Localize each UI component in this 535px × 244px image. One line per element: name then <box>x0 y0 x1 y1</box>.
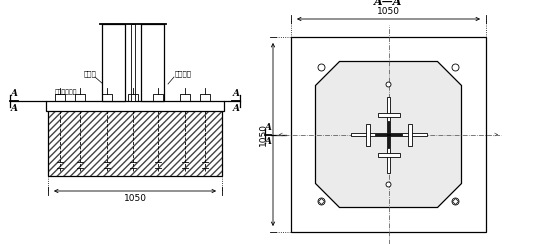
Polygon shape <box>453 199 458 204</box>
Circle shape <box>318 64 325 71</box>
Text: 1050: 1050 <box>377 7 400 16</box>
Text: 1050: 1050 <box>124 194 147 203</box>
Text: A: A <box>11 89 18 98</box>
Bar <box>408 123 411 145</box>
Circle shape <box>386 82 391 87</box>
Text: A: A <box>264 138 271 146</box>
Bar <box>49 106 221 175</box>
Text: 1050: 1050 <box>259 123 268 146</box>
Bar <box>141 24 164 101</box>
Circle shape <box>318 198 325 205</box>
Text: 柱三板: 柱三板 <box>83 70 96 77</box>
Bar <box>46 101 224 111</box>
Bar <box>378 152 400 156</box>
Text: A: A <box>264 122 271 132</box>
Polygon shape <box>316 61 462 207</box>
Bar <box>131 24 135 101</box>
Text: A: A <box>11 104 18 113</box>
Text: A—A: A—A <box>374 0 403 7</box>
Bar <box>48 106 222 176</box>
Polygon shape <box>318 199 325 204</box>
Bar <box>350 133 426 136</box>
Circle shape <box>452 64 459 71</box>
Bar <box>102 24 125 101</box>
Text: 地平面及基板: 地平面及基板 <box>55 89 78 95</box>
Bar <box>365 123 370 145</box>
Circle shape <box>452 198 459 205</box>
Bar <box>291 37 486 232</box>
Circle shape <box>386 182 391 187</box>
Text: 预埋螺栓: 预埋螺栓 <box>175 70 192 77</box>
Text: A: A <box>233 89 240 98</box>
Text: A: A <box>233 104 240 113</box>
Bar <box>378 112 400 116</box>
Bar <box>387 96 390 173</box>
